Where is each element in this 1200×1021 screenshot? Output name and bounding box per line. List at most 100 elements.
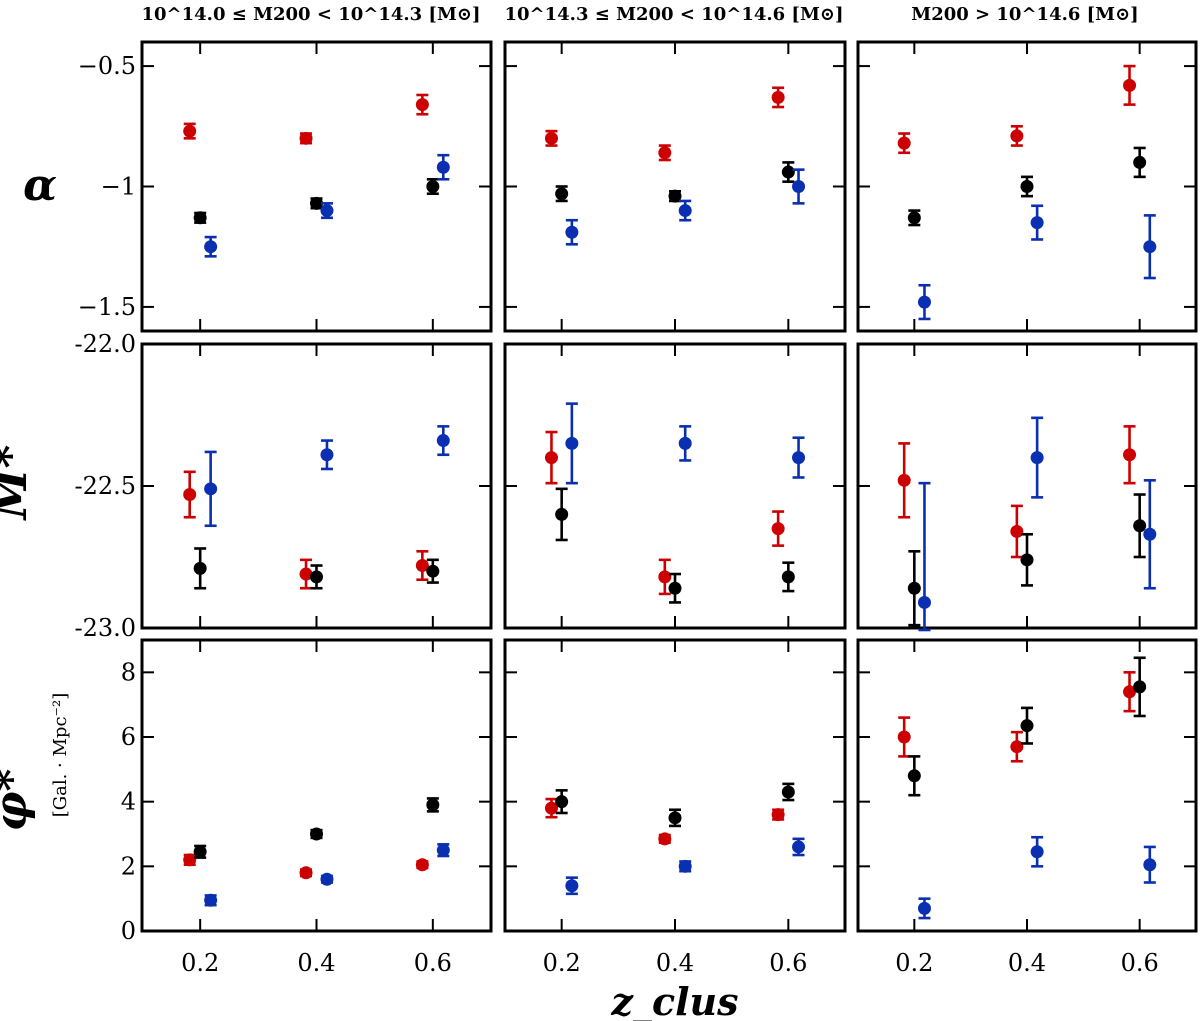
x-axis-title: z_clus xyxy=(610,979,738,1021)
y-tick-label: 6 xyxy=(121,723,136,751)
blue-data-point xyxy=(678,436,692,450)
panel-r2-c2 xyxy=(503,342,847,630)
black-data-point xyxy=(310,196,323,210)
red-data-point xyxy=(897,136,911,150)
blue-data-point xyxy=(1143,527,1157,541)
red-data-point xyxy=(415,858,429,872)
x-tick-label: 0.2 xyxy=(181,949,219,977)
y-tick-label: 2 xyxy=(121,852,136,880)
blue-data-point xyxy=(204,482,218,496)
blue-data-point xyxy=(436,434,450,448)
phistar-axis-label: φ* xyxy=(0,769,37,832)
black-data-point xyxy=(555,795,569,809)
alpha-axis-label: α xyxy=(23,160,57,211)
blue-data-point xyxy=(1143,240,1157,254)
x-tick-label: 0.4 xyxy=(297,949,335,977)
column-title-2: 10^14.3 ≤ M200 < 10^14.6 [M⊙] xyxy=(505,4,844,25)
y-tick-label: -23.0 xyxy=(74,614,136,642)
panel-r3-c1: 0 2 4 6 8 0.2 0.4 0.6 xyxy=(121,638,493,977)
column-title-1: 10^14.0 ≤ M200 < 10^14.3 [M⊙] xyxy=(142,4,481,25)
red-data-point xyxy=(658,832,672,846)
black-data-point xyxy=(781,570,795,584)
red-data-point xyxy=(544,801,558,815)
red-data-point xyxy=(1010,740,1024,754)
blue-data-point xyxy=(1030,845,1044,859)
blue-data-point xyxy=(565,225,579,239)
red-data-point xyxy=(415,559,429,573)
blue-data-point xyxy=(792,451,806,465)
blue-data-point xyxy=(320,872,334,886)
x-tick-label: 0.6 xyxy=(1121,949,1159,977)
black-data-point xyxy=(668,581,682,595)
blue-data-point xyxy=(917,901,931,915)
black-data-point xyxy=(426,564,440,578)
black-data-point xyxy=(668,811,682,825)
blue-data-point xyxy=(792,840,806,854)
black-data-point xyxy=(781,785,795,799)
mstar-axis-label: M* xyxy=(0,445,37,522)
y-tick-label: −1.5 xyxy=(78,293,136,321)
black-data-point xyxy=(426,798,440,812)
blue-data-point xyxy=(678,859,692,873)
black-data-point xyxy=(1133,155,1147,169)
black-data-point xyxy=(907,211,921,225)
y-tick-label: -22.5 xyxy=(74,472,136,500)
y-tick-label: -22.0 xyxy=(74,330,136,358)
black-data-point xyxy=(193,561,207,575)
y-tick-label: 4 xyxy=(121,788,136,816)
phistar-unit-label: [Gal. · Mpc⁻²] xyxy=(50,693,71,818)
red-data-point xyxy=(415,98,429,112)
x-tick-label: 0.4 xyxy=(656,949,694,977)
panel-r2-c3 xyxy=(856,342,1198,632)
black-data-point xyxy=(1020,719,1034,733)
blue-data-point xyxy=(320,448,334,462)
y-tick-label: 0 xyxy=(121,917,136,945)
red-data-point xyxy=(658,146,672,160)
red-data-point xyxy=(299,866,313,880)
red-data-point xyxy=(1123,78,1137,92)
y-tick-label: −0.5 xyxy=(78,52,136,80)
black-data-point xyxy=(1020,180,1034,193)
black-data-point xyxy=(193,845,207,859)
blue-data-point xyxy=(1030,216,1044,230)
red-data-point xyxy=(544,131,558,145)
red-data-point xyxy=(1123,448,1137,462)
black-data-point xyxy=(555,507,569,521)
black-data-point xyxy=(907,581,921,595)
red-data-point xyxy=(183,124,197,138)
y-tick-label: −1 xyxy=(101,173,136,201)
blue-data-point xyxy=(565,879,579,893)
black-data-point xyxy=(781,165,795,179)
red-data-point xyxy=(1123,685,1137,699)
red-data-point xyxy=(299,131,313,145)
blue-data-point xyxy=(917,595,931,609)
red-data-point xyxy=(771,90,785,104)
black-data-point xyxy=(555,187,569,201)
x-tick-label: 0.2 xyxy=(895,949,933,977)
panel-r1-c2 xyxy=(503,40,847,333)
blue-data-point xyxy=(917,295,931,309)
panel-r1-c1: −1.5 −1 −0.5 xyxy=(78,40,493,333)
blue-data-point xyxy=(1143,858,1157,872)
red-data-point xyxy=(771,808,785,822)
black-data-point xyxy=(668,189,682,203)
red-data-point xyxy=(299,567,313,581)
x-tick-label: 0.6 xyxy=(414,949,452,977)
blue-data-point xyxy=(1030,451,1044,465)
x-tick-label: 0.4 xyxy=(1008,949,1046,977)
black-data-point xyxy=(426,180,440,193)
blue-data-point xyxy=(565,436,579,450)
panel-r3-c2: 0.2 0.4 0.6 xyxy=(503,638,847,977)
red-data-point xyxy=(1010,129,1024,143)
blue-data-point xyxy=(436,843,450,857)
x-tick-label: 0.6 xyxy=(769,949,807,977)
blue-data-point xyxy=(792,180,806,193)
black-data-point xyxy=(1133,519,1147,533)
blue-data-point xyxy=(678,204,692,218)
panel-frame xyxy=(503,638,847,933)
black-data-point xyxy=(1133,680,1147,694)
black-data-point xyxy=(907,769,921,783)
red-data-point xyxy=(183,488,197,502)
